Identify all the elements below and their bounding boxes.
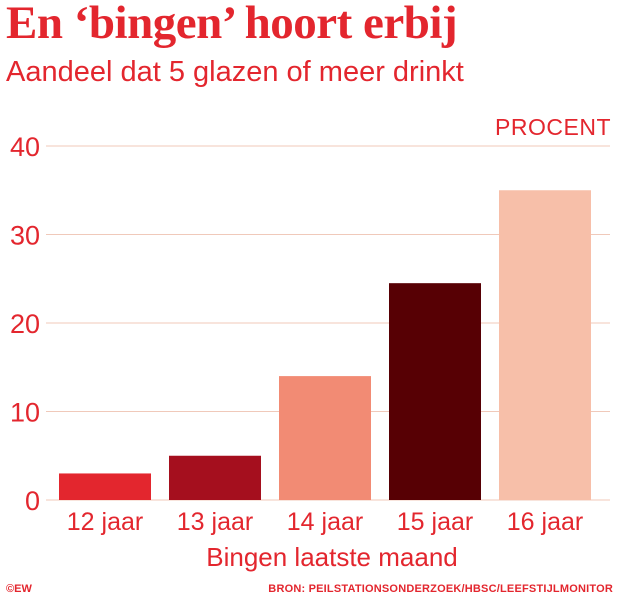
x-tick-label: 15 jaar [397,508,473,536]
x-tick-label: 16 jaar [507,508,583,536]
bar [59,473,151,500]
bar [389,283,481,500]
unit-label: PROCENT [495,114,611,140]
x-tick-label: 14 jaar [287,508,363,536]
x-axis-ticks: 12 jaar 13 jaar 14 jaar 15 jaar 16 jaar [67,508,583,536]
y-tick-label: 30 [10,221,40,251]
bar [499,190,591,500]
bars [59,190,591,500]
x-tick-label: 12 jaar [67,508,143,536]
chart-title: En ‘bingen’ hoort erbij [6,0,458,49]
chart-subtitle: Aandeel dat 5 glazen of meer drinkt [6,56,464,88]
source-label: BRON: PEILSTATIONSONDERZOEK/HBSC/LEEFSTI… [268,583,613,595]
x-axis-label: Bingen laatste maand [206,542,458,572]
y-tick-label: 40 [10,132,40,162]
y-tick-label: 10 [10,398,40,428]
bar [279,376,371,500]
x-tick-label: 13 jaar [177,508,253,536]
y-tick-label: 20 [10,309,40,339]
y-axis-ticks: 0 10 20 30 40 [10,132,40,516]
bar [169,455,261,500]
credit-label: ©EW [6,583,32,595]
y-tick-label: 0 [25,486,40,516]
